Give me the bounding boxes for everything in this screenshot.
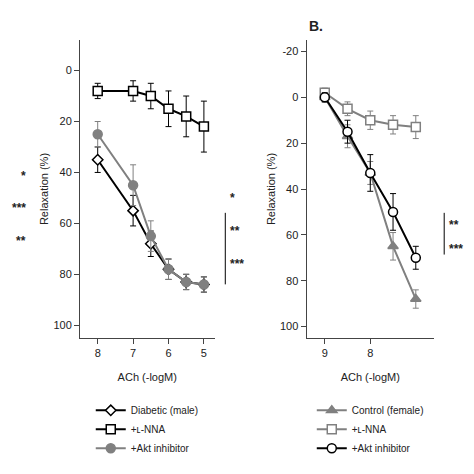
svg-text:Diabetic (male): Diabetic (male) bbox=[131, 405, 198, 416]
svg-text:8: 8 bbox=[95, 347, 101, 359]
svg-text:**: ** bbox=[449, 218, 459, 232]
svg-text:9: 9 bbox=[322, 347, 328, 359]
svg-text:7: 7 bbox=[130, 347, 136, 359]
svg-text:B.: B. bbox=[309, 18, 323, 34]
svg-text:100: 100 bbox=[280, 320, 298, 332]
svg-text:+ʟ-NNA: +ʟ-NNA bbox=[352, 424, 387, 435]
svg-text:Relaxation (%): Relaxation (%) bbox=[265, 153, 277, 225]
svg-text:6: 6 bbox=[165, 347, 171, 359]
svg-text:60: 60 bbox=[286, 229, 298, 241]
svg-text:8: 8 bbox=[367, 347, 373, 359]
svg-text:60: 60 bbox=[60, 217, 72, 229]
svg-text:*: * bbox=[230, 191, 235, 205]
svg-text:80: 80 bbox=[286, 275, 298, 287]
svg-text:+Akt inhibitor: +Akt inhibitor bbox=[352, 443, 411, 454]
svg-text:***: *** bbox=[449, 242, 463, 256]
svg-text:*: * bbox=[21, 169, 26, 183]
svg-text:+ʟ-NNA: +ʟ-NNA bbox=[131, 424, 166, 435]
svg-text:***: *** bbox=[12, 201, 26, 215]
svg-text:40: 40 bbox=[286, 183, 298, 195]
svg-text:20: 20 bbox=[60, 115, 72, 127]
svg-text:Relaxation (%): Relaxation (%) bbox=[38, 153, 50, 225]
svg-text:ACh (-logM): ACh (-logM) bbox=[341, 371, 400, 383]
svg-text:ACh (-logM): ACh (-logM) bbox=[118, 371, 177, 383]
svg-text:0: 0 bbox=[66, 64, 72, 76]
svg-text:+Akt inhibitor: +Akt inhibitor bbox=[131, 443, 190, 454]
svg-text:20: 20 bbox=[286, 137, 298, 149]
svg-text:**: ** bbox=[16, 234, 26, 248]
svg-text:**: ** bbox=[230, 224, 240, 238]
svg-text:80: 80 bbox=[60, 268, 72, 280]
svg-text:-20: -20 bbox=[282, 45, 298, 57]
svg-text:100: 100 bbox=[53, 319, 71, 331]
svg-text:Control (female): Control (female) bbox=[352, 405, 424, 416]
svg-text:5: 5 bbox=[201, 347, 207, 359]
svg-text:0: 0 bbox=[292, 91, 298, 103]
svg-text:40: 40 bbox=[60, 166, 72, 178]
svg-text:***: *** bbox=[230, 257, 244, 271]
